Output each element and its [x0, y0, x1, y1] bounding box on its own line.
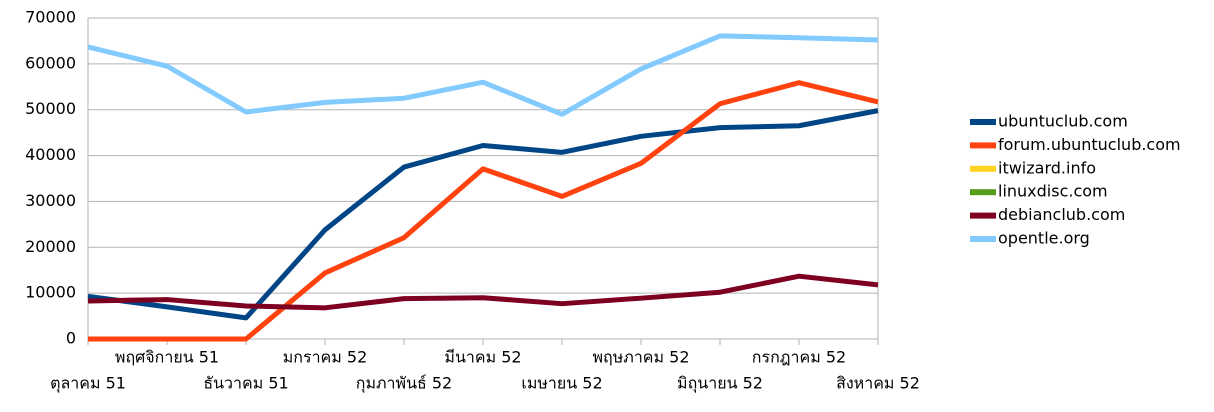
x-tick-label: ธันวาคม 51 [203, 374, 288, 393]
legend-label: forum.ubuntuclub.com [998, 135, 1181, 154]
y-tick-label: 0 [66, 329, 76, 348]
plot-border [87, 17, 879, 340]
y-tick-label: 70000 [25, 8, 76, 27]
series-line [88, 80, 879, 342]
x-tick-label: มกราคม 52 [283, 348, 368, 367]
legend-label: opentle.org [998, 229, 1090, 248]
series-line [87, 273, 879, 311]
x-tick-label: กรกฎาคม 52 [752, 348, 846, 367]
y-tick-label: 30000 [25, 191, 76, 210]
legend-swatch [970, 119, 996, 125]
x-tick-label: พฤศจิกายน 51 [115, 348, 219, 367]
x-tick-label: มิถุนายน 52 [677, 374, 763, 394]
legend-label: linuxdisc.com [998, 182, 1108, 201]
y-tick-label: 20000 [25, 237, 76, 256]
legend-swatch [970, 189, 996, 196]
series-line [87, 108, 879, 321]
y-tick-label: 50000 [25, 99, 76, 118]
legend-label: itwizard.info [998, 158, 1096, 177]
y-tick-label: 60000 [25, 53, 76, 72]
y-tick-label: 40000 [25, 145, 76, 164]
x-tick-label: มีนาคม 52 [444, 348, 521, 367]
x-tick-label: กุมภาพันธ์ 52 [356, 374, 452, 394]
legend-swatch [970, 236, 996, 242]
x-tick-label: สิงหาคม 52 [836, 374, 920, 393]
series-line [87, 33, 879, 117]
x-tick-label: เมษายน 52 [521, 374, 602, 393]
y-tick-label: 10000 [25, 283, 76, 302]
legend-swatch [970, 212, 996, 219]
x-tick-label: ตุลาคม 51 [50, 374, 126, 394]
legend-swatch [970, 165, 996, 172]
legend-label: ubuntuclub.com [998, 112, 1128, 131]
legend-swatch [970, 142, 996, 149]
legend-label: debianclub.com [998, 205, 1125, 224]
x-tick-label: พฤษภาคม 52 [592, 348, 689, 367]
